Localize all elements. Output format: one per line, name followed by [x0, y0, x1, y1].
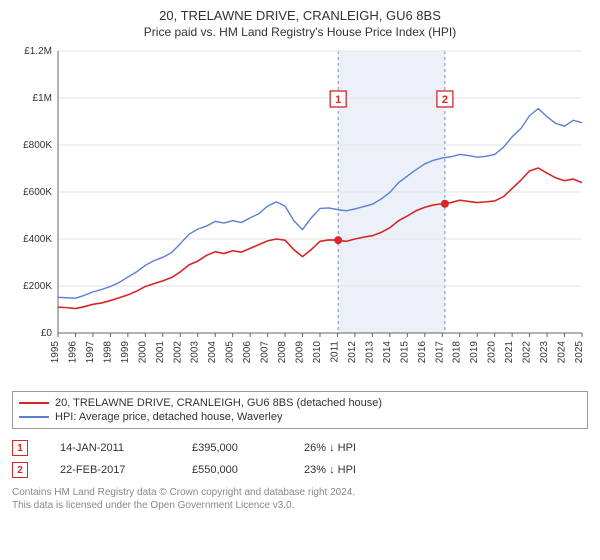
svg-text:2019: 2019 [469, 341, 480, 364]
event-marker: 2 [12, 462, 28, 478]
svg-text:2011: 2011 [329, 341, 340, 363]
svg-text:2016: 2016 [417, 341, 428, 364]
svg-text:2017: 2017 [434, 341, 445, 364]
legend: 20, TRELAWNE DRIVE, CRANLEIGH, GU6 8BS (… [12, 391, 588, 429]
event-delta: 23% ↓ HPI [304, 464, 356, 476]
svg-text:2010: 2010 [312, 341, 323, 364]
legend-item: HPI: Average price, detached house, Wave… [19, 410, 581, 424]
event-row: 2 22-FEB-2017 £550,000 23% ↓ HPI [12, 459, 588, 481]
svg-text:2004: 2004 [207, 341, 218, 364]
svg-text:£1.2M: £1.2M [24, 46, 52, 57]
svg-text:2006: 2006 [242, 341, 253, 364]
event-row: 1 14-JAN-2011 £395,000 26% ↓ HPI [12, 437, 588, 459]
svg-text:2009: 2009 [295, 341, 306, 364]
svg-text:2024: 2024 [557, 341, 568, 364]
svg-text:2020: 2020 [487, 341, 498, 364]
event-price: £395,000 [192, 442, 272, 454]
footer-line-1: Contains HM Land Registry data © Crown c… [12, 487, 588, 500]
svg-text:1999: 1999 [120, 341, 131, 364]
svg-text:£800K: £800K [23, 140, 52, 151]
svg-text:£200K: £200K [23, 281, 52, 292]
svg-text:2007: 2007 [260, 341, 271, 364]
footer-attribution: Contains HM Land Registry data © Crown c… [12, 487, 588, 512]
svg-text:2013: 2013 [364, 341, 375, 364]
event-date: 22-FEB-2017 [60, 464, 160, 476]
svg-text:2003: 2003 [190, 341, 201, 364]
event-price: £550,000 [192, 464, 272, 476]
page-title: 20, TRELAWNE DRIVE, CRANLEIGH, GU6 8BS [12, 8, 588, 23]
svg-text:2022: 2022 [522, 341, 533, 364]
svg-text:2012: 2012 [347, 341, 358, 364]
legend-swatch [19, 402, 49, 404]
svg-text:1: 1 [335, 94, 341, 106]
event-date: 14-JAN-2011 [60, 442, 160, 454]
page-subtitle: Price paid vs. HM Land Registry's House … [12, 25, 588, 39]
svg-text:2015: 2015 [399, 341, 410, 364]
chart-svg: £0 £200K £400K £600K £800K £1M £1.2M 1995 1996 19… [12, 45, 588, 385]
legend-label: HPI: Average price, detached house, Wave… [55, 411, 282, 423]
svg-text:2: 2 [442, 94, 448, 106]
svg-text:2023: 2023 [539, 341, 550, 364]
svg-text:£400K: £400K [23, 234, 52, 245]
event-delta: 26% ↓ HPI [304, 442, 356, 454]
svg-text:1997: 1997 [85, 341, 96, 364]
svg-text:2008: 2008 [277, 341, 288, 364]
svg-text:2021: 2021 [504, 341, 515, 364]
legend-item: 20, TRELAWNE DRIVE, CRANLEIGH, GU6 8BS (… [19, 396, 581, 410]
svg-text:2000: 2000 [137, 341, 148, 364]
events-table: 1 14-JAN-2011 £395,000 26% ↓ HPI 2 22-FEB-201… [12, 437, 588, 481]
svg-text:1996: 1996 [67, 341, 78, 364]
svg-text:£600K: £600K [23, 187, 52, 198]
svg-text:1995: 1995 [50, 341, 61, 364]
svg-text:£1M: £1M [33, 93, 52, 104]
legend-label: 20, TRELAWNE DRIVE, CRANLEIGH, GU6 8BS (… [55, 397, 382, 409]
event-marker: 1 [12, 440, 28, 456]
price-chart: £0 £200K £400K £600K £800K £1M £1.2M 1995 1996 19… [12, 45, 588, 385]
svg-text:£0: £0 [41, 328, 53, 339]
svg-text:2014: 2014 [382, 341, 393, 364]
svg-text:2018: 2018 [452, 341, 463, 364]
svg-text:2025: 2025 [574, 341, 585, 364]
footer-line-2: This data is licensed under the Open Gov… [12, 500, 588, 513]
svg-text:2005: 2005 [225, 341, 236, 364]
svg-text:2001: 2001 [155, 341, 166, 364]
svg-text:2002: 2002 [172, 341, 183, 364]
svg-text:1998: 1998 [102, 341, 113, 364]
legend-swatch [19, 416, 49, 418]
